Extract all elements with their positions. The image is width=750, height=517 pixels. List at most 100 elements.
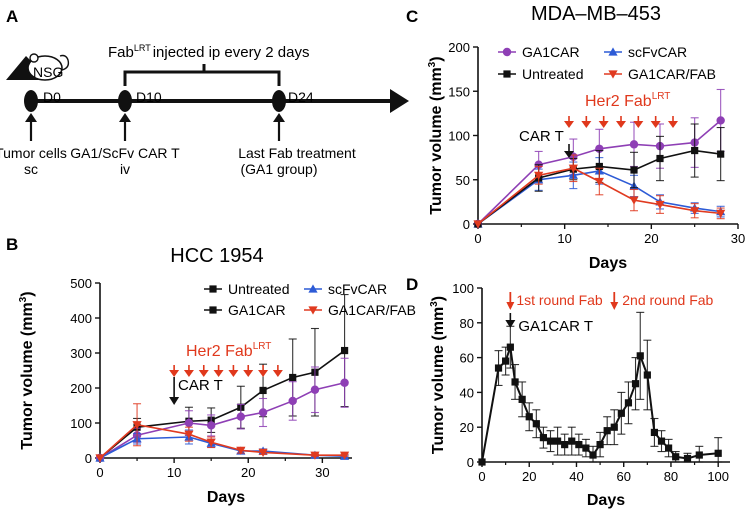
fab-arrowhead xyxy=(198,370,209,377)
x-tick-label: 0 xyxy=(96,465,103,480)
data-point xyxy=(594,177,604,187)
data-point xyxy=(132,421,142,430)
round1-label: 1st round Fab xyxy=(516,292,603,308)
data-point xyxy=(258,408,268,417)
day-note: iv xyxy=(120,161,130,177)
data-point xyxy=(532,420,540,428)
data-point xyxy=(691,146,699,155)
legend-item: scFvCAR xyxy=(304,281,387,297)
fab-arrowhead xyxy=(258,370,269,377)
legend-item: scFvCAR xyxy=(604,44,687,60)
data-point xyxy=(339,451,350,460)
legend-marker xyxy=(503,70,511,78)
y-tick-label: 500 xyxy=(70,276,92,291)
y-tick-label: 100 xyxy=(448,129,470,144)
logo-text: NSG xyxy=(33,64,63,80)
data-point xyxy=(553,437,562,445)
data-point xyxy=(631,380,640,388)
data-point xyxy=(672,453,680,461)
chart-title: HCC 1954 xyxy=(170,245,263,267)
data-point xyxy=(596,441,604,449)
legend: GA1CAR scFvCAR Untreated GA1CAR/FAB xyxy=(498,44,716,82)
chart-title: MDA–MB–453 xyxy=(531,3,661,25)
y-tick-label: 400 xyxy=(70,311,92,326)
fab-arrowhead xyxy=(598,121,609,128)
day-label: D24 xyxy=(288,89,314,105)
day-note: sc xyxy=(24,161,38,177)
x-tick-label: 60 xyxy=(616,469,630,484)
legend-item: GA1CAR/FAB xyxy=(604,66,716,82)
x-tick-label: 0 xyxy=(474,231,481,246)
data-point xyxy=(310,385,320,394)
series-ga1car xyxy=(95,357,349,463)
data-point xyxy=(534,171,544,180)
y-tick-label: 0 xyxy=(467,455,474,470)
series-line xyxy=(477,167,721,225)
data-point xyxy=(473,220,483,229)
x-axis-label: Days xyxy=(207,489,245,506)
legend-label: Untreated xyxy=(522,66,583,82)
data-point xyxy=(184,430,194,439)
fab-arrowhead xyxy=(169,370,180,377)
legend-item: GA1CAR xyxy=(498,44,580,60)
legend-label: GA1CAR/FAB xyxy=(328,302,416,318)
x-tick-label: 80 xyxy=(664,469,678,484)
panel-d-letter: D xyxy=(406,275,418,294)
series-line xyxy=(477,149,721,225)
data-point xyxy=(636,352,644,360)
y-axis-label: Tumor volume (mm3) xyxy=(427,56,445,214)
legend-label: scFvCAR xyxy=(328,281,387,297)
x-tick-label: 30 xyxy=(315,465,329,480)
annotations: CAR T Her2 FabLRT xyxy=(169,341,283,405)
y-tick-label: 60 xyxy=(460,351,474,366)
car-t-annotation: CAR T xyxy=(178,377,223,394)
data-point xyxy=(568,164,578,173)
plot-area: 0 50 100 150 200 0 10 20 30 Days Tumor volume (mm3… xyxy=(427,40,745,272)
legend: Untreated scFvCAR GA1CAR GA1CAR/FAB xyxy=(204,281,416,318)
data-point xyxy=(525,413,533,421)
fab-arrowhead xyxy=(564,121,574,128)
x-axis-label: Days xyxy=(589,255,627,272)
panel-a-timeline: A NSG FabLRT injected ip every 2 days D0 … xyxy=(0,7,409,177)
data-point xyxy=(603,427,611,435)
data-point xyxy=(511,378,519,386)
legend-marker xyxy=(308,306,318,315)
data-point xyxy=(595,162,603,171)
data-point xyxy=(714,449,722,457)
y-tick-label: 0 xyxy=(85,451,92,466)
y-axis-label: Tumor volume (mm3) xyxy=(18,291,36,449)
data-point xyxy=(546,437,555,445)
data-point xyxy=(340,346,349,355)
y-tick-label: 40 xyxy=(460,385,474,400)
data-point xyxy=(716,116,725,125)
y-axis-label: Tumor volume (mm3) xyxy=(429,296,447,454)
series-line xyxy=(477,170,721,225)
data-point xyxy=(589,451,597,459)
data-point xyxy=(617,409,625,417)
data-point xyxy=(717,150,725,158)
day-label: D10 xyxy=(136,89,162,105)
legend-marker xyxy=(502,47,512,57)
chart-two-round-fab: 0 20 40 60 80 100 0 20 40 60 80 100 Days Tumor volume… xyxy=(429,281,730,509)
x-tick-label: 100 xyxy=(707,469,729,484)
round1-arrowhead xyxy=(506,302,515,310)
legend-label: Untreated xyxy=(228,281,289,297)
data-point xyxy=(259,386,267,395)
fab-arrowhead xyxy=(616,121,626,128)
legend-marker xyxy=(209,285,217,293)
data-point xyxy=(629,196,639,205)
data-point xyxy=(236,412,246,421)
fab-annotation: Her2 FabLRT xyxy=(186,341,271,360)
legend-label: scFvCAR xyxy=(628,44,687,60)
data-point xyxy=(716,209,726,218)
legend-label: GA1CAR xyxy=(522,44,580,60)
data-point xyxy=(683,454,692,463)
annotations: CAR T Her2 FabLRT xyxy=(519,91,678,158)
legend-item: Untreated xyxy=(204,281,289,297)
car-t-arrowhead xyxy=(169,397,180,405)
fab-arrowhead xyxy=(633,121,644,128)
data-point xyxy=(236,446,246,455)
legend-item: GA1CAR xyxy=(204,302,286,318)
data-point xyxy=(206,438,216,447)
